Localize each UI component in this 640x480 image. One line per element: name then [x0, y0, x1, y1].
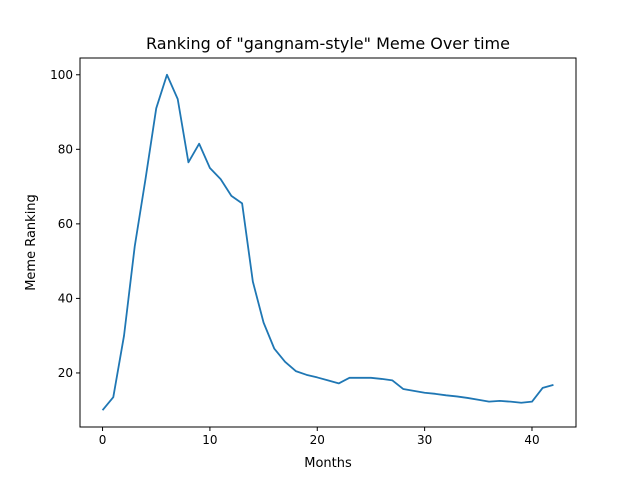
axes-frame	[79, 57, 577, 428]
y-axis-label: Meme Ranking	[24, 194, 39, 291]
x-tick-label: 10	[202, 433, 217, 447]
series-line	[101, 73, 554, 411]
x-tick-label: 40	[524, 433, 539, 447]
x-tick-label: 0	[99, 433, 107, 447]
chart-title: Ranking of "gangnam-style" Meme Over tim…	[146, 34, 510, 53]
x-tick-label: 20	[310, 433, 325, 447]
y-tick-label: 60	[58, 217, 73, 231]
x-axis-label: Months	[304, 456, 352, 471]
plot-area	[101, 73, 554, 411]
x-tick-label: 30	[417, 433, 432, 447]
x-axis-ticks: 0 10 20 30 40	[99, 427, 540, 447]
y-tick-label: 40	[58, 291, 73, 305]
y-axis-ticks: 20 40 60 80 100	[50, 68, 80, 380]
y-tick-label: 80	[58, 142, 73, 156]
y-tick-label: 100	[50, 68, 73, 82]
y-tick-label: 20	[58, 366, 73, 380]
